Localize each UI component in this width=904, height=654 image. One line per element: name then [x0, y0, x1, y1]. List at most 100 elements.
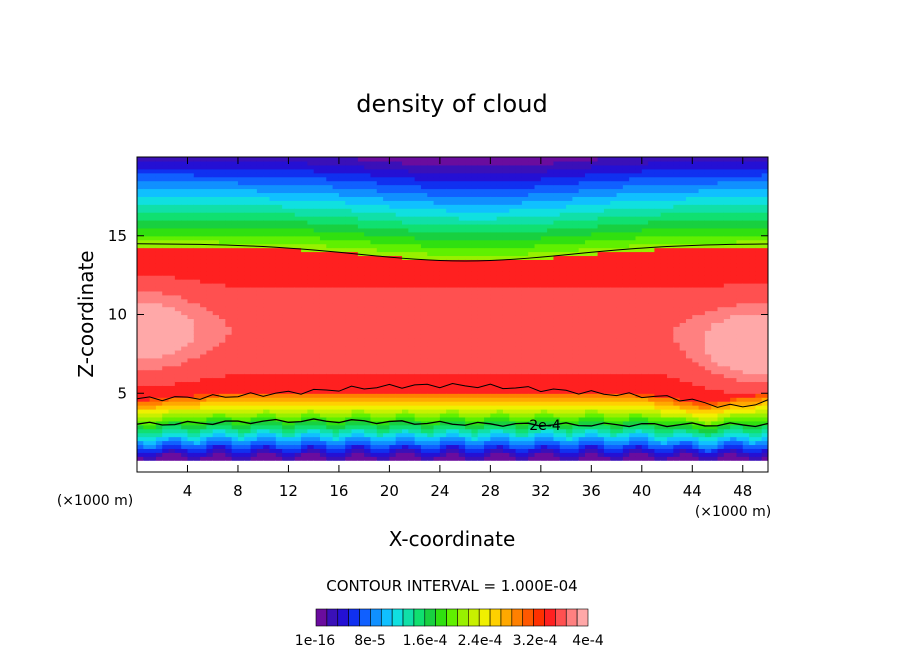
field-cell	[301, 298, 308, 304]
field-cell	[263, 326, 271, 331]
field-cell	[484, 290, 491, 296]
field-cell	[452, 452, 460, 457]
field-cell	[427, 220, 435, 225]
field-cell	[402, 172, 409, 178]
field-cell	[174, 330, 182, 335]
field-cell	[332, 275, 340, 280]
field-cell	[288, 168, 296, 174]
field-cell	[275, 275, 283, 280]
field-cell	[389, 436, 397, 442]
field-cell	[294, 216, 302, 221]
field-cell	[420, 243, 428, 249]
field-cell	[357, 271, 365, 276]
field-cell	[244, 468, 252, 472]
field-cell	[162, 460, 170, 465]
field-cell	[143, 452, 151, 457]
field-cell	[181, 452, 189, 457]
field-cell	[269, 409, 277, 414]
field-cell	[149, 192, 157, 197]
field-cell	[496, 267, 504, 272]
field-cell	[345, 416, 353, 422]
field-cell	[263, 180, 271, 186]
field-cell	[219, 298, 226, 304]
field-cell	[471, 231, 479, 237]
field-cell	[521, 365, 529, 371]
field-cell	[414, 401, 422, 406]
field-cell	[490, 176, 498, 182]
field-cell	[452, 160, 460, 166]
field-cell	[376, 452, 384, 457]
field-cell	[446, 444, 454, 449]
field-cell	[496, 405, 504, 410]
field-cell	[395, 456, 403, 461]
field-cell	[155, 330, 163, 335]
field-cell	[193, 271, 201, 276]
field-cell	[338, 204, 346, 209]
field-cell	[181, 361, 189, 367]
field-cell	[458, 460, 466, 465]
field-cell	[307, 188, 315, 194]
field-cell	[427, 342, 435, 347]
field-cell	[458, 212, 466, 217]
field-cell	[155, 279, 163, 284]
field-cell	[244, 271, 252, 276]
field-cell	[408, 436, 416, 442]
field-cell	[502, 157, 510, 162]
field-cell	[313, 188, 321, 194]
field-cell	[244, 385, 252, 390]
field-cell	[402, 310, 409, 316]
field-cell	[383, 460, 390, 465]
field-cell	[509, 314, 517, 320]
field-cell	[490, 259, 498, 264]
field-cell	[212, 196, 220, 201]
field-cell	[370, 231, 378, 237]
field-cell	[231, 235, 239, 241]
field-cell	[402, 235, 409, 241]
field-cell	[376, 283, 384, 288]
field-cell	[351, 164, 359, 170]
field-cell	[402, 275, 409, 280]
field-cell	[345, 456, 353, 461]
field-cell	[219, 200, 226, 205]
field-cell	[370, 255, 378, 260]
field-cell	[395, 381, 403, 386]
field-cell	[465, 405, 473, 410]
field-cell	[301, 235, 308, 241]
field-cell	[515, 168, 523, 174]
field-cell	[206, 440, 214, 446]
field-cell	[370, 212, 378, 217]
field-cell	[219, 420, 226, 426]
field-cell	[332, 420, 340, 426]
field-cell	[263, 373, 271, 379]
field-cell	[206, 377, 214, 383]
field-cell	[458, 361, 466, 367]
field-cell	[219, 448, 226, 453]
field-cell	[521, 227, 529, 233]
field-cell	[143, 290, 151, 296]
field-cell	[313, 389, 321, 394]
field-cell	[307, 200, 315, 205]
field-cell	[364, 389, 372, 394]
field-cell	[282, 405, 290, 410]
field-cell	[256, 405, 264, 410]
field-cell	[433, 286, 441, 292]
field-cell	[237, 428, 245, 434]
field-cell	[402, 420, 409, 426]
field-cell	[427, 235, 435, 241]
field-cell	[244, 188, 252, 194]
field-cell	[181, 420, 189, 426]
field-cell	[357, 405, 365, 410]
field-cell	[433, 283, 441, 288]
field-cell	[174, 416, 182, 422]
field-cell	[237, 338, 245, 343]
field-cell	[319, 204, 327, 209]
field-cell	[515, 401, 523, 406]
field-cell	[383, 412, 390, 418]
field-cell	[219, 468, 226, 472]
field-cell	[395, 330, 403, 335]
field-cell	[345, 243, 353, 249]
field-cell	[168, 227, 176, 233]
field-cell	[484, 255, 491, 260]
field-cell	[319, 452, 327, 457]
field-cell	[484, 164, 491, 170]
